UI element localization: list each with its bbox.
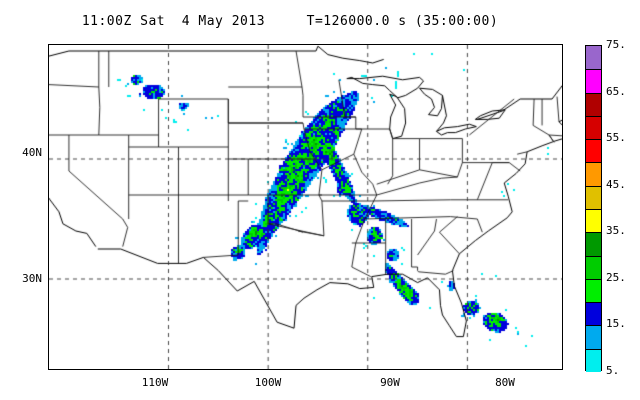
lat-tick-label: 40N — [22, 146, 42, 159]
colorbar-band — [586, 185, 601, 209]
colorbar-band — [586, 232, 601, 256]
colorbar-tick-label: 5. — [606, 364, 620, 377]
colorbar-band — [586, 348, 601, 372]
colorbar-tick-label: 35. — [606, 224, 626, 238]
lon-tick-label: 80W — [495, 376, 515, 389]
colorbar-band — [586, 139, 601, 163]
colorbar-tick-label: 25. — [606, 270, 626, 284]
colorbar-tick-label: 65. — [606, 84, 626, 98]
precipitation-field-canvas — [49, 45, 562, 369]
lat-tick-label: 30N — [22, 272, 42, 285]
colorbar-band — [586, 92, 601, 116]
colorbar-band — [586, 278, 601, 303]
colorbar-band — [586, 302, 601, 326]
map-plot-area — [48, 44, 563, 370]
colorbar-band — [586, 46, 601, 70]
lon-tick-label: 110W — [141, 376, 169, 389]
colorbar-band — [586, 325, 601, 349]
colorbar-tick-label: 55. — [606, 131, 626, 145]
colorbar-band — [586, 209, 601, 233]
colorbar-band — [586, 115, 601, 140]
lon-tick-label: 100W — [254, 376, 282, 389]
figure-title: 11:00Z Sat 4 May 2013 T=126000.0 s (35:0… — [81, 14, 499, 29]
colorbar — [585, 45, 602, 372]
colorbar-band — [586, 255, 601, 279]
colorbar-tick-label: 75. — [606, 38, 626, 51]
colorbar-tick-label: 45. — [606, 177, 626, 191]
colorbar-tick-label: 15. — [606, 317, 626, 331]
colorbar-band — [586, 69, 601, 93]
lon-tick-label: 90W — [380, 376, 400, 389]
colorbar-band — [586, 162, 601, 186]
